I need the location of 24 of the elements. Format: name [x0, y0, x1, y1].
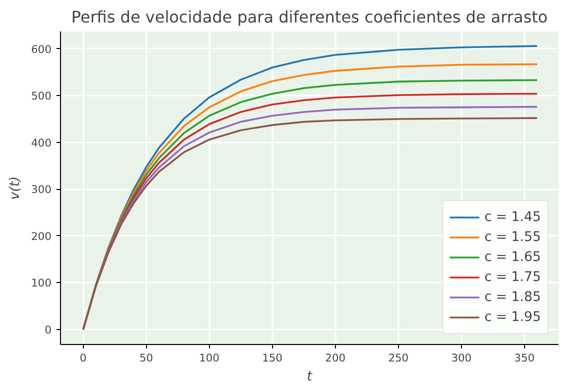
y-tick-label: 300: [31, 183, 52, 196]
y-tick-label: 100: [31, 276, 52, 290]
y-axis-title: v(t): [8, 176, 24, 200]
legend-label: c = 1.55: [484, 230, 541, 244]
legend-label: c = 1.75: [484, 270, 541, 284]
y-tick-label: 400: [31, 136, 52, 150]
y-tick-label: 500: [31, 90, 52, 103]
legend-label: c = 1.45: [484, 210, 541, 224]
x-tick-label: 0: [80, 352, 87, 364]
x-tick-label: 50: [139, 352, 154, 364]
legend-label: c = 1.65: [484, 250, 541, 264]
chart-title: Perfis de velocidade para diferentes coeficientes de arrasto: [71, 8, 548, 26]
legend-label: c = 1.95: [484, 310, 541, 324]
legend-label: c = 1.85: [484, 290, 541, 304]
y-tick-label: 600: [31, 42, 52, 56]
y-tick-label: 200: [31, 230, 52, 243]
y-tick-label: 0: [44, 324, 52, 337]
x-axis-title: t: [306, 370, 313, 384]
x-tick-label: 200: [325, 352, 346, 364]
x-tick-label: 350: [514, 352, 535, 364]
x-tick-label: 250: [388, 352, 409, 364]
x-tick-label: 150: [262, 352, 283, 364]
x-tick-label: 300: [451, 352, 472, 364]
x-tick-label: 100: [199, 352, 220, 364]
